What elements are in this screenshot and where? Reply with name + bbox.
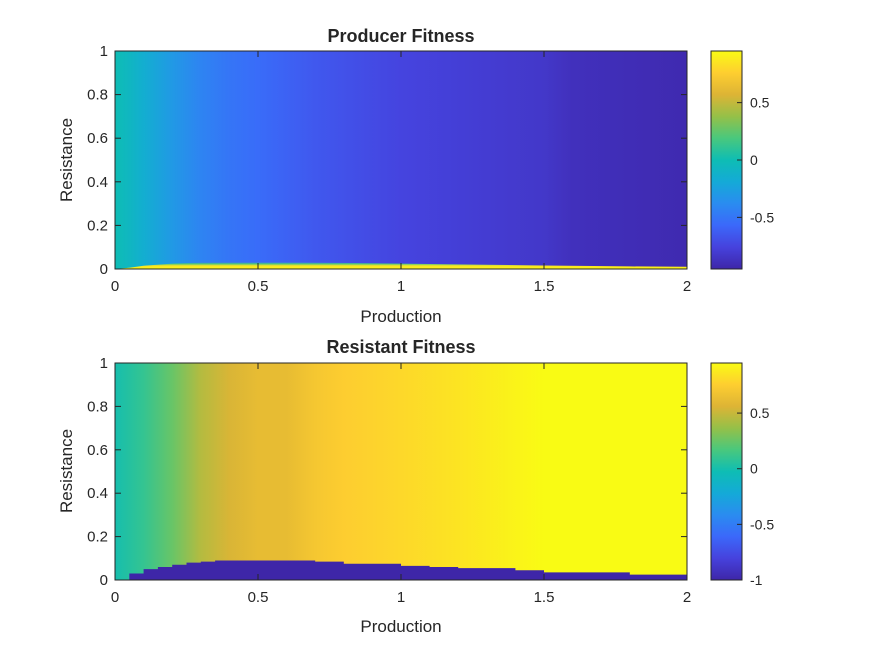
y-tick-label: 0.8 xyxy=(87,87,108,104)
x-tick-label: 0 xyxy=(111,278,119,295)
x-tick-label: 2 xyxy=(683,278,691,295)
chart-title: Resistant Fitness xyxy=(326,337,475,357)
y-tick-label: 0.4 xyxy=(87,485,108,502)
y-tick-label: 0.8 xyxy=(87,398,108,415)
axes: 0 0.5 1 1.5 2 0 0.2 0.4 0.6 0.8 1 xyxy=(87,355,691,606)
x-tick-label: 1.5 xyxy=(534,589,555,606)
colorbar-tick-label: 0.5 xyxy=(750,405,770,421)
heatmap xyxy=(115,51,687,269)
colorbar-tick-label: 0 xyxy=(750,461,758,477)
y-tick-label: 1 xyxy=(100,43,108,60)
colorbar: 0.5 0 -0.5 -1 xyxy=(710,362,774,588)
heatmap-gradient xyxy=(115,51,687,269)
heatmap xyxy=(115,363,687,580)
y-tick-label: 0.6 xyxy=(87,130,108,147)
y-tick-label: 0 xyxy=(100,572,108,589)
x-tick-label: 1.5 xyxy=(534,278,555,295)
x-tick-label: 0 xyxy=(111,589,119,606)
colorbar: 0.5 0 -0.5 xyxy=(710,50,774,270)
y-tick-label: 0.2 xyxy=(87,529,108,546)
x-tick-label: 0.5 xyxy=(248,278,269,295)
colorbar-tick-label: 0 xyxy=(750,152,758,168)
colorbar-tick-label: 0.5 xyxy=(750,95,770,111)
colorbar-ticks: 0.5 0 -0.5 xyxy=(737,95,774,225)
x-tick-label: 2 xyxy=(683,589,691,606)
y-tick-label: 1 xyxy=(100,355,108,372)
resistant-fitness-panel: Resistant Fitness 0 0.5 1 1.5 2 0 0.2 0.4 0.6 0.8… xyxy=(57,337,774,636)
colorbar-tick-label: -1 xyxy=(750,572,763,588)
colorbar-gradient xyxy=(710,50,743,270)
colorbar-tick-label: -0.5 xyxy=(750,209,774,225)
y-tick-label: 0.4 xyxy=(87,174,108,191)
colorbar-ticks: 0.5 0 -0.5 -1 xyxy=(737,405,774,588)
axes: 0 0.5 1 1.5 2 0 0.2 0.4 0.6 0.8 1 xyxy=(87,43,691,295)
x-tick-label: 0.5 xyxy=(248,589,269,606)
chart-title: Producer Fitness xyxy=(327,26,474,46)
producer-fitness-panel: Producer Fitness 0 0.5 1 1.5 2 0 0.2 0.4 0.6 0.8 1… xyxy=(57,26,774,326)
heatmap-gradient xyxy=(115,363,687,580)
x-axis-label: Production xyxy=(360,307,441,326)
y-tick-label: 0.6 xyxy=(87,442,108,459)
y-axis-label: Resistance xyxy=(57,429,76,513)
x-tick-label: 1 xyxy=(397,278,405,295)
y-tick-label: 0.2 xyxy=(87,217,108,234)
colorbar-tick-label: -0.5 xyxy=(750,516,774,532)
y-axis-label: Resistance xyxy=(57,118,76,202)
colorbar-gradient xyxy=(710,362,743,581)
x-tick-label: 1 xyxy=(397,589,405,606)
x-axis-label: Production xyxy=(360,617,441,636)
y-tick-label: 0 xyxy=(100,261,108,278)
